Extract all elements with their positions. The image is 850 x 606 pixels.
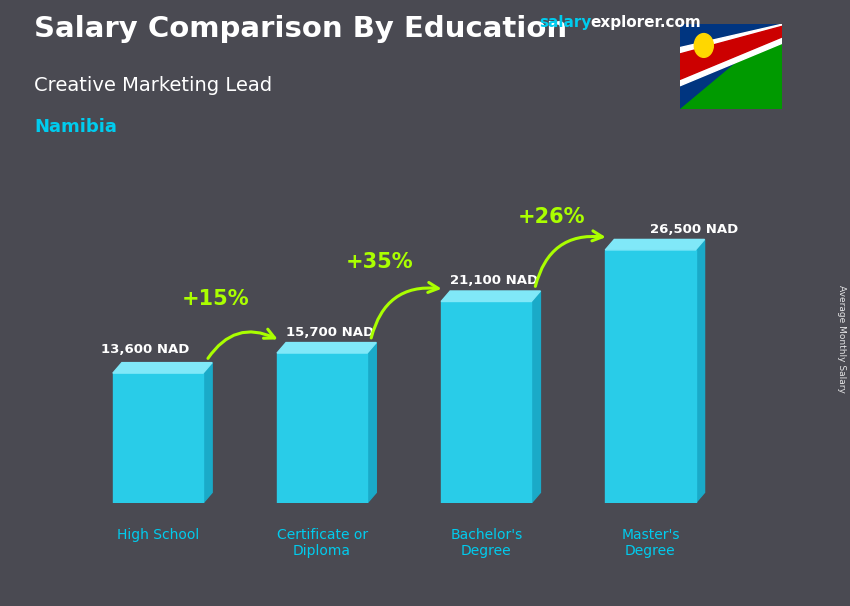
Polygon shape xyxy=(605,239,705,250)
Polygon shape xyxy=(680,24,782,54)
Text: Certificate or
Diploma: Certificate or Diploma xyxy=(276,528,368,558)
Text: 15,700 NAD: 15,700 NAD xyxy=(286,326,374,339)
Text: salary: salary xyxy=(540,15,592,30)
Circle shape xyxy=(698,38,710,53)
Text: Average Monthly Salary: Average Monthly Salary xyxy=(836,285,846,393)
Text: 21,100 NAD: 21,100 NAD xyxy=(450,274,538,287)
Polygon shape xyxy=(277,342,377,353)
Text: Creative Marketing Lead: Creative Marketing Lead xyxy=(34,76,272,95)
Polygon shape xyxy=(680,26,782,79)
Text: +35%: +35% xyxy=(346,252,413,272)
Circle shape xyxy=(694,33,713,58)
Text: Bachelor's
Degree: Bachelor's Degree xyxy=(450,528,523,558)
Bar xyxy=(113,373,203,503)
Text: 13,600 NAD: 13,600 NAD xyxy=(100,343,189,356)
Bar xyxy=(441,302,531,503)
Polygon shape xyxy=(367,342,377,503)
Polygon shape xyxy=(113,362,212,373)
Polygon shape xyxy=(680,24,782,109)
Polygon shape xyxy=(531,291,541,503)
Polygon shape xyxy=(680,37,782,86)
Text: High School: High School xyxy=(116,528,199,542)
Polygon shape xyxy=(695,239,705,503)
Text: +15%: +15% xyxy=(182,288,249,308)
Polygon shape xyxy=(203,362,212,503)
Text: Namibia: Namibia xyxy=(34,118,116,136)
Bar xyxy=(605,250,695,503)
Polygon shape xyxy=(680,24,782,109)
Bar xyxy=(277,353,367,503)
Text: explorer.com: explorer.com xyxy=(591,15,701,30)
Text: Salary Comparison By Education: Salary Comparison By Education xyxy=(34,15,567,43)
Text: +26%: +26% xyxy=(518,207,586,227)
Text: Master's
Degree: Master's Degree xyxy=(621,528,680,558)
Text: 26,500 NAD: 26,500 NAD xyxy=(650,222,739,236)
Polygon shape xyxy=(441,291,541,302)
